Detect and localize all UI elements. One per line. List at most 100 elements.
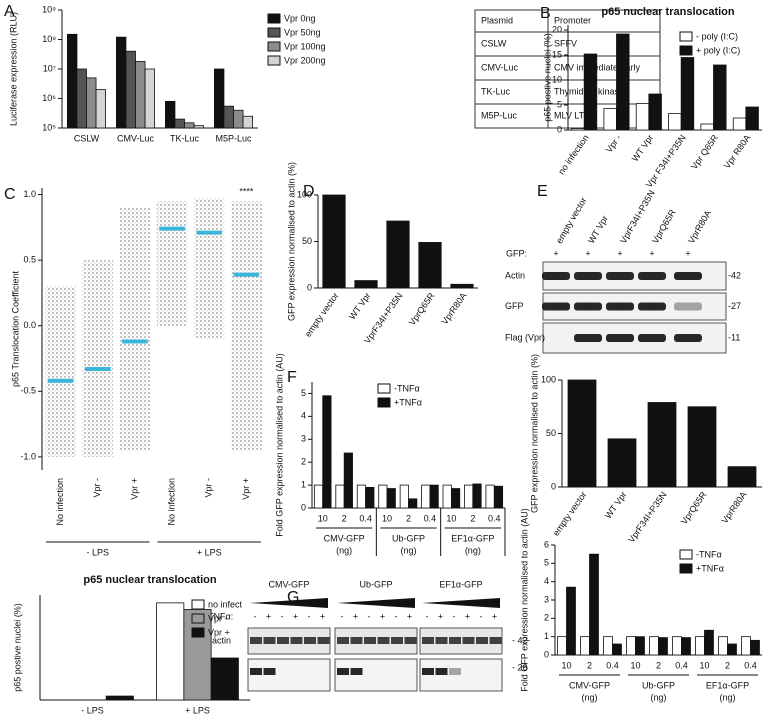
x-tick-label: 10 [561, 660, 571, 670]
y-tick-label: 4 [301, 411, 306, 421]
band [435, 637, 448, 644]
band [435, 668, 448, 675]
table-cell: CMV immediate early [554, 62, 641, 72]
band [674, 272, 702, 280]
panel-letter: B [540, 5, 551, 22]
x-tick-label: 0.4 [744, 660, 757, 670]
bar [223, 105, 234, 129]
bar [580, 636, 590, 656]
y-tick-label: 10⁷ [43, 63, 56, 73]
treatment-sign: - [395, 611, 398, 621]
legend-label: Vpr 100ng [284, 41, 326, 51]
size-marker: -11 [728, 332, 740, 342]
y-tick-label: 5 [557, 99, 562, 109]
x-tick-label: 0.4 [359, 513, 372, 523]
bar [356, 484, 367, 509]
legend-swatch [679, 31, 693, 42]
bar [399, 484, 409, 509]
bar [125, 50, 136, 129]
x-tick-label: empty vector [551, 490, 589, 538]
group-unit: (ng) [465, 545, 481, 555]
bar [616, 33, 630, 131]
band [542, 272, 570, 280]
band [449, 668, 461, 675]
bar [378, 484, 388, 509]
bar [648, 93, 662, 131]
x-tick-label: 2 [470, 513, 475, 523]
bar [354, 280, 378, 289]
bar [727, 643, 737, 656]
point-cloud [231, 201, 262, 451]
y-tick-label: -1.0 [20, 451, 36, 461]
bar [213, 68, 225, 129]
bar [322, 194, 346, 289]
chart-title: p65 nuclear translocation [83, 574, 217, 586]
bar [571, 128, 585, 131]
y-tick-label: 0 [307, 282, 312, 292]
treatment-sign: - [368, 611, 371, 621]
band [606, 334, 634, 342]
table-cell: MLV LTR [554, 110, 591, 120]
bar [607, 438, 637, 488]
band [377, 637, 390, 644]
band [422, 668, 434, 675]
treatment-sign: + [380, 611, 385, 621]
x-tick-label: No infection [166, 478, 176, 526]
x-tick-label: 2 [342, 513, 347, 523]
x-tick-label: CMV-Luc [117, 133, 155, 143]
y-tick-label: 0 [551, 481, 556, 491]
point-cloud [82, 260, 113, 457]
band [350, 637, 363, 644]
dose-wedge [422, 598, 500, 608]
band [422, 637, 434, 644]
table-cell: M5P-Luc [481, 110, 518, 120]
legend-swatch [267, 41, 281, 52]
table-header: Promoter [554, 15, 591, 25]
treatment-sign: - [308, 611, 311, 621]
bar [343, 452, 353, 509]
x-tick-label: 10 [318, 513, 328, 523]
panel-letter: D [303, 183, 315, 200]
bar [386, 488, 396, 509]
group-label: CMV-GFP [569, 680, 610, 690]
band [674, 302, 702, 311]
bar [164, 100, 176, 129]
band [391, 637, 403, 644]
x-tick-label: TK-Luc [170, 133, 200, 143]
bar [700, 123, 714, 131]
legend-label: Vpr 200ng [284, 55, 326, 65]
bar [603, 108, 617, 131]
band [404, 637, 417, 644]
group-unit: (ng) [719, 692, 735, 702]
x-tick-label: VprR80A [439, 291, 468, 327]
legend-label: no infect [208, 599, 243, 609]
gfp-sign: + [585, 248, 590, 258]
y-tick-label: 4 [544, 576, 549, 586]
x-tick-label: 2 [406, 513, 411, 523]
bar [442, 484, 452, 509]
y-axis-label: Fold GFP expression normalised to actin … [274, 353, 284, 536]
legend-swatch [679, 563, 693, 574]
bar [193, 125, 205, 129]
y-tick-label: 2 [301, 457, 306, 467]
y-tick-label: 3 [301, 434, 306, 444]
x-tick-label: 10 [446, 513, 456, 523]
y-axis-label: p65 postive nuclei (%) [12, 603, 22, 692]
band [542, 302, 570, 311]
point-cloud [119, 207, 151, 451]
bar [233, 109, 244, 129]
construct-label: CMV-GFP [268, 579, 309, 589]
band [337, 668, 349, 675]
band [263, 637, 276, 644]
legend-swatch [267, 27, 281, 38]
bar [184, 122, 195, 129]
treatment-sign: + [465, 611, 470, 621]
bar [144, 68, 156, 129]
panel-letter: C [4, 186, 16, 203]
x-tick-label: 0.4 [424, 513, 437, 523]
legend-swatch [191, 627, 205, 638]
bar [408, 498, 418, 509]
x-tick-label: WT Vpr [347, 291, 373, 322]
bar [322, 395, 332, 509]
